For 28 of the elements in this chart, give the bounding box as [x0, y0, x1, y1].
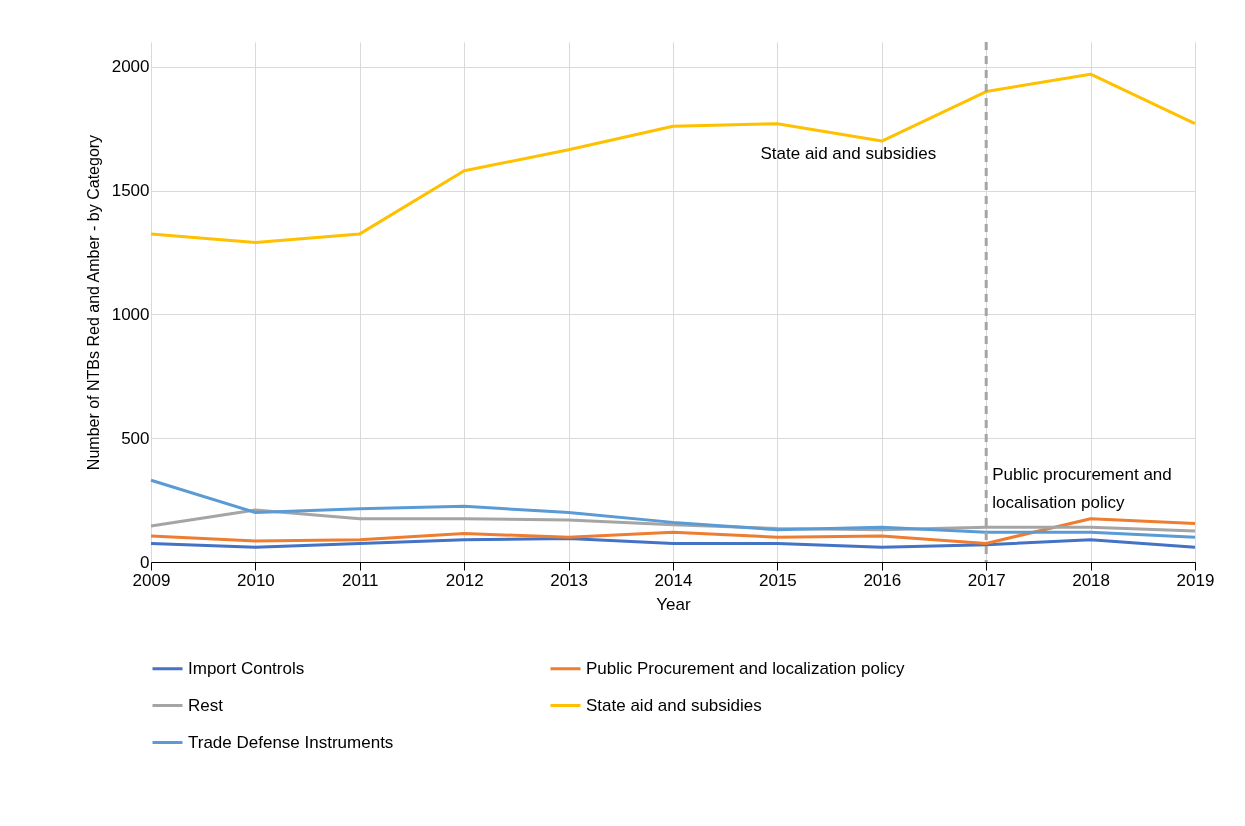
- ref-line-label: Public procurement and localisation policy: [992, 465, 1172, 512]
- y-tick-label: 2000: [111, 57, 150, 77]
- x-tick-label: 2016: [863, 570, 902, 590]
- x-tick-label: 2013: [550, 570, 589, 590]
- x-tick-label: 2009: [132, 570, 171, 590]
- x-tick-label: 2014: [654, 570, 693, 590]
- y-tick-label: 0: [140, 552, 150, 572]
- x-tick-label: 2011: [342, 570, 379, 590]
- legend-label: Rest: [188, 695, 224, 715]
- legend-label: Trade Defense Instruments: [188, 732, 394, 752]
- line-series: [149, 536, 1197, 549]
- line-series: [149, 517, 1197, 545]
- x-axis-title: Year: [656, 594, 692, 614]
- x-tick-label: 2019: [1176, 570, 1215, 590]
- y-tick-label: 1000: [111, 304, 150, 324]
- x-tick-label: 2012: [445, 570, 484, 590]
- y-tick-label: 1500: [111, 181, 150, 201]
- y-tick-label: 500: [121, 428, 150, 448]
- legend-label: State aid and subsidies: [586, 695, 762, 715]
- x-tick-label: 2010: [236, 570, 275, 590]
- y-axis-title: Number of NTBs Red and Amber - by Category: [84, 134, 102, 471]
- x-tick-label: 2015: [758, 570, 797, 590]
- annotation: State aid and subsidies: [760, 143, 937, 163]
- legend-label: Import Controls: [188, 658, 305, 678]
- legend-label: Public Procurement and localization policy: [586, 658, 905, 678]
- line-series: [149, 72, 1197, 245]
- x-tick-label: 2017: [967, 570, 1006, 590]
- x-tick-label: 2018: [1072, 570, 1111, 590]
